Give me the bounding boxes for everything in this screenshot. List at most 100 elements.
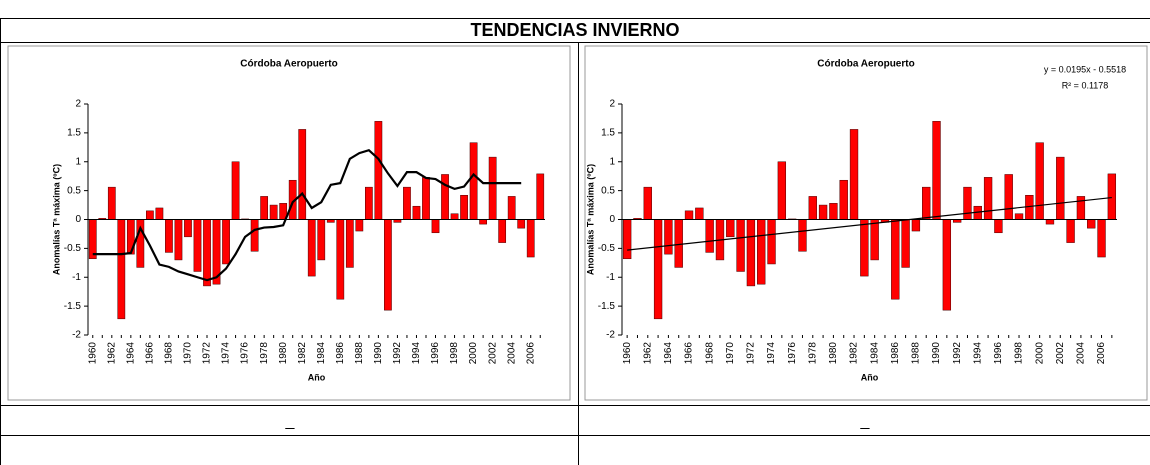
bar	[469, 142, 478, 220]
bar	[942, 219, 952, 311]
bar	[1107, 173, 1117, 220]
bar	[963, 186, 972, 220]
x-tick-label: 1996	[993, 342, 1004, 365]
y-tick-label: -1	[72, 272, 81, 283]
y-tick-label: 1	[75, 156, 81, 167]
y-tick-label: -0.5	[598, 243, 616, 254]
x-tick-label: 1960	[622, 342, 633, 365]
bar	[860, 219, 869, 277]
bar	[757, 219, 766, 285]
bar	[1056, 156, 1065, 220]
bar	[829, 203, 838, 220]
bar	[422, 177, 430, 220]
bar	[374, 121, 383, 220]
bar	[653, 219, 663, 320]
x-tick-label: 1984	[869, 342, 880, 365]
bar	[317, 219, 326, 261]
x-tick-label: 1998	[449, 342, 460, 365]
y-tick-label: -2	[72, 330, 81, 341]
y-axis-label: Anomalías Tª máxima (ºC)	[585, 164, 595, 275]
bar	[107, 186, 116, 220]
bar	[664, 219, 673, 255]
bar	[643, 186, 652, 220]
bar	[622, 219, 632, 260]
bar	[901, 219, 910, 268]
x-tick-label: 1964	[125, 342, 136, 365]
bar	[1097, 219, 1106, 258]
x-axis-label: Año	[308, 372, 326, 382]
y-axis-label: Anomalías Tª máxima (ºC)	[51, 164, 61, 275]
bar	[507, 196, 516, 220]
bar	[870, 219, 879, 261]
y-tick-label: 1.5	[601, 128, 615, 139]
x-tick-label: 1990	[931, 342, 942, 365]
x-tick-label: 1992	[952, 342, 963, 365]
chart-box	[7, 45, 571, 401]
x-tick-label: 1984	[316, 342, 327, 365]
x-tick-label: 2000	[1034, 342, 1045, 365]
bar	[983, 177, 993, 220]
x-tick-label: 1996	[430, 342, 441, 365]
x-tick-label: 1972	[202, 342, 213, 365]
y-tick-label: -1.5	[64, 301, 82, 312]
y-tick-label: 0	[609, 214, 615, 225]
bar	[922, 186, 931, 220]
y-tick-label: 0.5	[601, 185, 615, 196]
y-tick-label: 0.5	[67, 185, 81, 196]
bar	[184, 219, 192, 238]
bar	[336, 219, 345, 300]
x-tick-label: 1982	[849, 342, 860, 365]
x-tick-label: 1970	[183, 342, 194, 365]
x-tick-label: 1988	[354, 342, 365, 365]
x-tick-label: 1968	[704, 342, 715, 365]
x-tick-label: 1962	[642, 342, 653, 365]
bar	[460, 194, 468, 220]
bar	[684, 210, 694, 220]
bar	[536, 173, 545, 220]
bar	[808, 196, 817, 220]
bar	[526, 219, 535, 258]
x-tick-label: 1962	[106, 342, 117, 365]
x-tick-label: 1974	[766, 342, 777, 365]
bar	[1014, 213, 1024, 220]
bar	[88, 219, 97, 260]
bar	[674, 219, 683, 268]
trend-r-squared: R² = 0.1178	[1062, 80, 1109, 90]
bar	[222, 219, 230, 265]
bar	[165, 219, 173, 253]
x-tick-label: 1988	[911, 342, 922, 365]
bar	[1004, 174, 1013, 220]
bar	[891, 219, 900, 300]
bar	[298, 129, 307, 220]
x-tick-label: 1976	[240, 342, 251, 365]
bar	[726, 219, 735, 238]
table-borders	[0, 18, 1150, 465]
y-tick-label: 1	[609, 156, 615, 167]
x-tick-label: 1990	[373, 342, 384, 365]
bar	[364, 186, 373, 220]
bar	[849, 129, 859, 220]
cell-text: _	[285, 413, 296, 430]
bar	[1035, 142, 1044, 220]
x-tick-label: 1986	[890, 342, 901, 365]
bar	[345, 219, 354, 268]
bar	[839, 179, 848, 220]
bar	[1066, 219, 1075, 243]
bar	[479, 219, 487, 225]
bar	[231, 161, 240, 220]
x-tick-label: 1968	[164, 342, 175, 365]
chart-title: Córdoba Aeropuerto	[240, 59, 337, 70]
x-tick-label: 1986	[335, 342, 346, 365]
bar	[431, 219, 440, 234]
y-tick-label: 1.5	[67, 128, 81, 139]
x-tick-label: 1970	[725, 342, 736, 365]
bar	[384, 219, 392, 311]
x-tick-label: 1966	[145, 342, 156, 365]
bar	[705, 219, 714, 253]
x-tick-label: 2002	[1055, 342, 1066, 365]
x-tick-label: 2006	[525, 342, 536, 365]
moving-average-line	[92, 148, 522, 282]
bar	[695, 207, 704, 220]
x-tick-label: 1974	[221, 342, 232, 365]
y-tick-label: 2	[75, 99, 81, 110]
